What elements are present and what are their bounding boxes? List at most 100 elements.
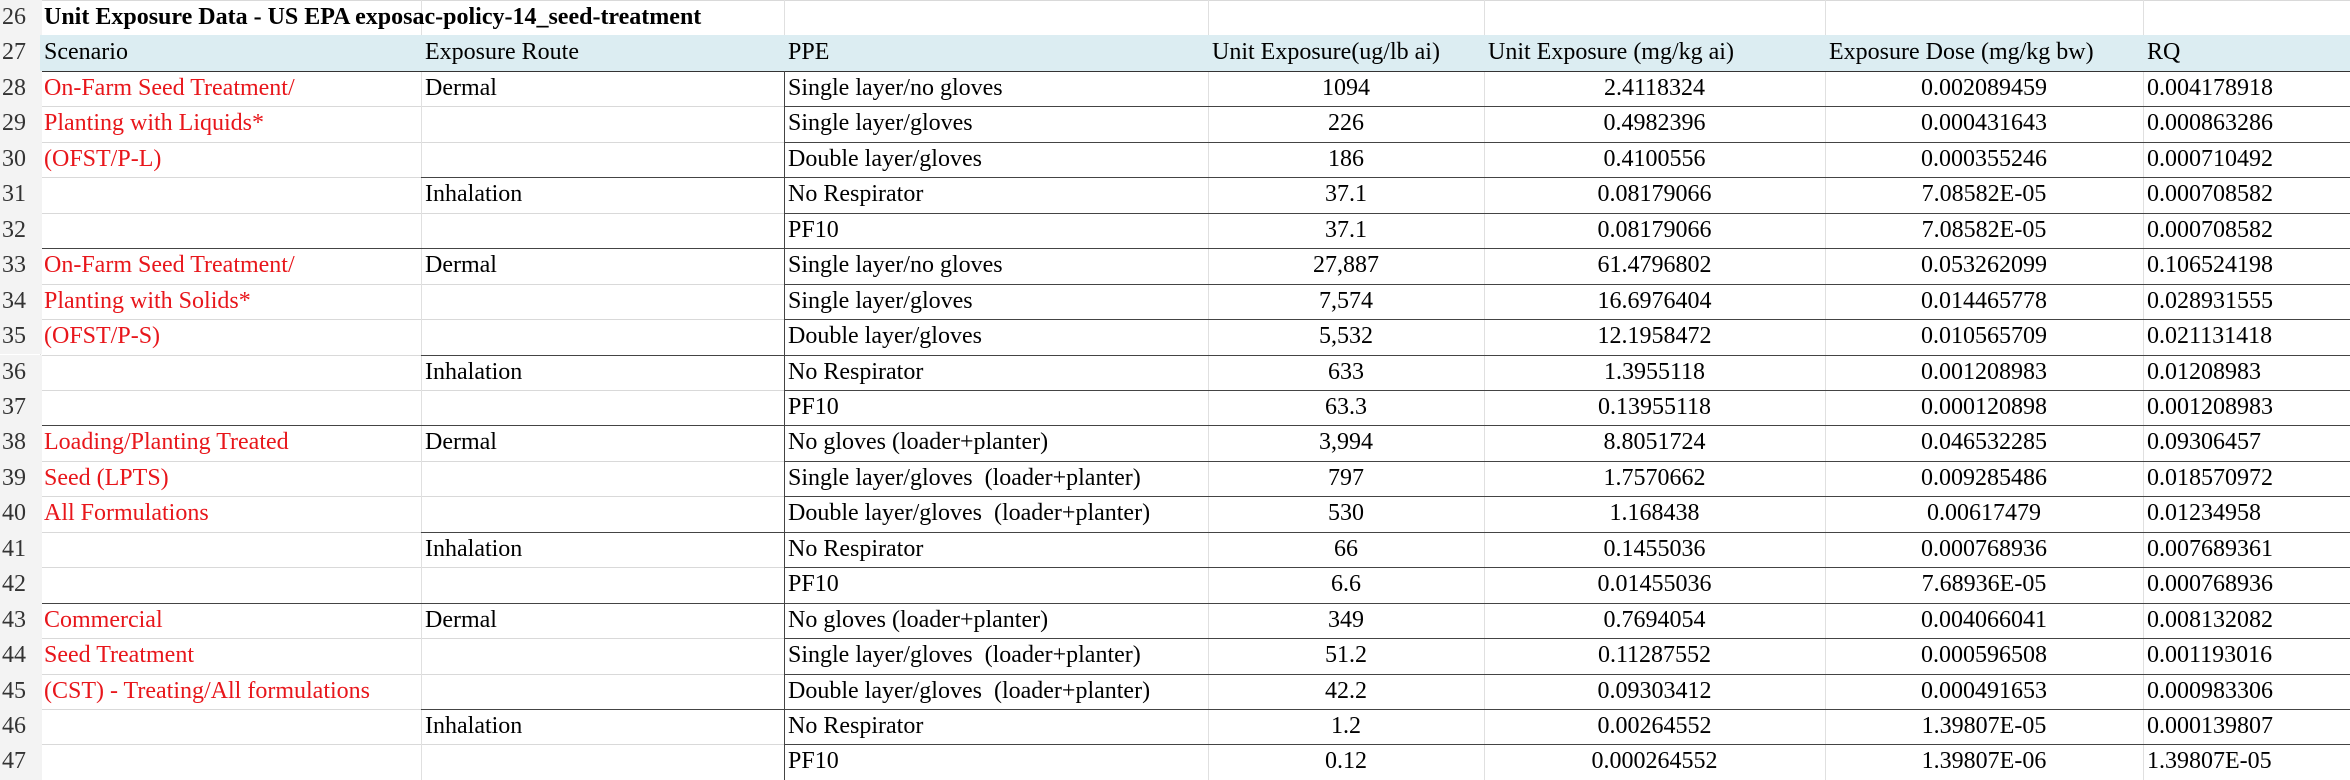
unit-exposure-ug: 27,887	[1313, 252, 1379, 279]
row-number: 28	[0, 70, 42, 107]
unit-exposure-mg: 0.4100556	[1603, 145, 1706, 172]
column-header: PPE	[788, 39, 830, 66]
row-number: 45	[0, 673, 42, 709]
unit-exposure-ug: 797	[1328, 464, 1364, 491]
exposure-dose: 0.001208983	[1921, 358, 2047, 385]
rq: 0.000710492	[2147, 145, 2273, 172]
row-rule	[784, 283, 2350, 285]
scenario: Seed Treatment	[44, 642, 194, 669]
exposure-dose: 0.004066041	[1921, 606, 2047, 633]
exposure-dose: 1.39807E-06	[1921, 748, 2047, 775]
rq: 0.09306457	[2147, 429, 2261, 456]
unit-exposure-ug: 7,574	[1319, 287, 1373, 314]
exposure-route: Inhalation	[425, 535, 523, 562]
exposure-route: Dermal	[425, 429, 497, 456]
unit-exposure-mg: 12.1958472	[1597, 323, 1712, 350]
row-number: 29	[0, 106, 42, 142]
rq: 0.018570972	[2147, 464, 2273, 491]
unit-exposure-mg: 1.3955118	[1603, 358, 1706, 385]
row-number: 27	[0, 35, 42, 71]
rq: 0.000139807	[2147, 713, 2273, 739]
ppe: Single layer/gloves	[788, 287, 973, 314]
ppe: Double layer/gloves (loader+planter)	[788, 677, 1151, 704]
exposure-route: Inhalation	[425, 181, 523, 208]
row-rule	[784, 389, 2350, 391]
row-rule	[784, 319, 2350, 321]
exposure-dose: 7.08582E-05	[1921, 181, 2047, 208]
ppe: No Respirator	[788, 713, 924, 739]
unit-exposure-mg: 0.08179066	[1597, 216, 1712, 243]
scenario: (OFST/P-S)	[44, 323, 161, 350]
exposure-dose: 0.000596508	[1921, 642, 2047, 669]
row-rule	[784, 673, 2350, 675]
sheet-title: Unit Exposure Data - US EPA exposac-poli…	[44, 4, 702, 30]
exposure-route: Inhalation	[425, 358, 523, 385]
ppe: Double layer/gloves	[788, 145, 982, 172]
exposure-dose: 0.000120898	[1921, 393, 2047, 420]
column-header: Unit Exposure(ug/lb ai)	[1212, 39, 1440, 66]
column-header: Scenario	[44, 39, 128, 66]
ppe: PF10	[788, 393, 839, 420]
row-number: 33	[0, 248, 42, 284]
row-number: 42	[0, 567, 42, 603]
exposure-dose: 0.046532285	[1921, 429, 2047, 456]
unit-exposure-ug: 51.2	[1325, 642, 1367, 669]
ppe: Single layer/no gloves	[788, 252, 1003, 279]
unit-exposure-mg: 61.4796802	[1597, 252, 1712, 279]
exposure-route: Dermal	[425, 252, 497, 279]
scenario: (CST) - Treating/All formulations	[44, 677, 370, 704]
row-number: 37	[0, 389, 42, 426]
row-number: 40	[0, 496, 42, 532]
exposure-dose: 1.39807E-05	[1921, 713, 2047, 739]
exposure-dose: 0.000431643	[1921, 110, 2047, 137]
row-rule	[784, 496, 2350, 498]
unit-exposure-mg: 0.00264552	[1597, 713, 1712, 739]
rq: 0.007689361	[2147, 535, 2273, 562]
exposure-dose: 7.68936E-05	[1921, 571, 2047, 598]
row-number: 31	[0, 177, 42, 213]
ppe: No Respirator	[788, 181, 924, 208]
unit-exposure-ug: 349	[1328, 606, 1364, 633]
unit-exposure-ug: 226	[1328, 110, 1364, 137]
grid-line	[0, 0, 2350, 1]
row-number: 38	[0, 425, 42, 461]
ppe: Double layer/gloves	[788, 323, 982, 350]
ppe: PF10	[788, 748, 839, 775]
scenario: Seed (LPTS)	[44, 464, 169, 491]
rq: 0.000708582	[2147, 216, 2273, 243]
header-rule	[40, 70, 2350, 72]
scenario: (OFST/P-L)	[44, 145, 162, 172]
rq: 0.000708582	[2147, 181, 2273, 208]
scenario: Planting with Solids*	[44, 287, 251, 314]
ppe: No Respirator	[788, 535, 924, 562]
unit-exposure-ug: 0.12	[1325, 748, 1367, 775]
row-rule	[40, 602, 2350, 604]
column-header: RQ	[2147, 39, 2181, 66]
ppe: Single layer/gloves (loader+planter)	[788, 464, 1141, 491]
row-rule	[784, 567, 2350, 569]
exposure-dose: 0.053262099	[1921, 252, 2047, 279]
exposure-dose: 0.010565709	[1921, 323, 2047, 350]
ppe: Double layer/gloves (loader+planter)	[788, 500, 1151, 527]
rq: 0.000983306	[2147, 677, 2273, 704]
scenario: Commercial	[44, 606, 163, 633]
row-number: 43	[0, 602, 42, 639]
row-rule	[421, 177, 2350, 179]
unit-exposure-mg: 0.000264552	[1591, 748, 1718, 775]
row-rule	[421, 709, 2350, 710]
ppe: PF10	[788, 216, 839, 243]
rq: 0.004178918	[2147, 74, 2273, 101]
scenario: Planting with Liquids*	[44, 110, 265, 137]
row-number: 35	[0, 319, 42, 355]
rq: 0.01208983	[2147, 358, 2261, 385]
unit-exposure-ug: 63.3	[1325, 393, 1367, 420]
unit-exposure-ug: 6.6	[1331, 571, 1361, 598]
row-rule	[784, 744, 2350, 746]
row-rule	[784, 106, 2350, 108]
unit-exposure-ug: 66	[1334, 535, 1358, 562]
unit-exposure-mg: 0.4982396	[1603, 110, 1706, 137]
unit-exposure-mg: 1.7570662	[1603, 464, 1706, 491]
row-rule	[40, 248, 2350, 250]
column-header: Exposure Route	[425, 39, 579, 66]
